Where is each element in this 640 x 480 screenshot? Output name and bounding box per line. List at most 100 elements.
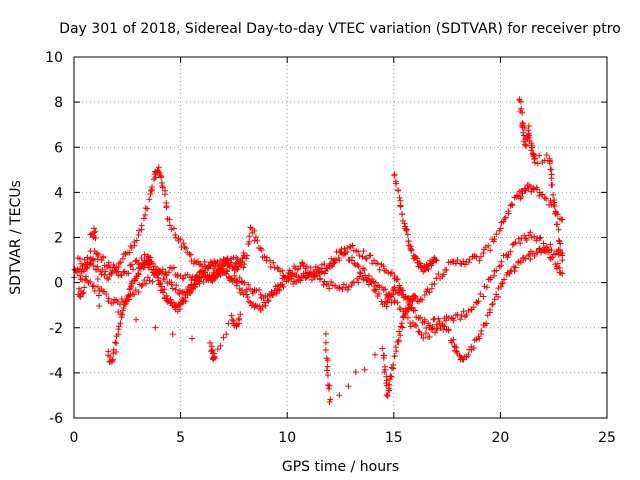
data-point (516, 96, 523, 103)
data-point (395, 337, 402, 344)
data-point (237, 259, 244, 266)
data-point (237, 311, 244, 318)
data-point (143, 280, 150, 287)
data-point (493, 267, 500, 274)
data-point (236, 274, 243, 281)
data-point (355, 279, 362, 286)
data-point (500, 218, 507, 225)
data-point (172, 286, 179, 293)
y-tick-label: -4 (49, 366, 63, 382)
data-point (114, 268, 121, 275)
data-point (76, 272, 83, 279)
data-point (519, 109, 526, 116)
data-point (170, 225, 177, 232)
data-point (208, 343, 215, 350)
data-point (362, 255, 369, 262)
data-point (245, 281, 252, 288)
data-point (252, 234, 259, 241)
data-point (186, 289, 193, 296)
data-point (356, 269, 363, 276)
data-point (499, 280, 506, 287)
data-point (413, 322, 420, 329)
data-point (466, 259, 473, 266)
y-tick-label: -2 (49, 321, 63, 337)
data-point (112, 339, 119, 346)
data-point (355, 248, 362, 255)
data-point (549, 254, 556, 261)
data-point (323, 367, 330, 374)
data-point (273, 290, 280, 297)
data-point (321, 260, 328, 267)
data-point (138, 282, 145, 289)
data-point (166, 216, 173, 223)
data-point (483, 320, 490, 327)
data-point (448, 339, 455, 346)
data-point (140, 215, 147, 222)
data-point (480, 250, 487, 257)
data-point (109, 356, 116, 363)
data-point (125, 292, 132, 299)
data-point (531, 252, 538, 259)
data-point (491, 236, 498, 243)
axis-ticks: 0 5 10 15 20 25 -6 -4 -2 0 2 4 6 8 10 (45, 50, 616, 446)
data-point (257, 291, 264, 298)
data-point (92, 228, 99, 235)
data-point (391, 353, 398, 360)
data-point (541, 194, 548, 201)
data-point (522, 142, 529, 149)
y-tick-label: 10 (45, 50, 63, 66)
data-point (421, 316, 428, 323)
data-point (489, 301, 496, 308)
data-point (476, 257, 483, 264)
data-point (507, 248, 514, 255)
data-point (336, 284, 343, 291)
data-point (119, 307, 126, 314)
data-point (182, 245, 189, 252)
data-point (223, 331, 230, 338)
data-point (537, 234, 544, 241)
data-point (356, 252, 363, 259)
data-point (81, 267, 88, 274)
data-point (236, 316, 243, 323)
data-point (105, 259, 112, 266)
data-point (386, 387, 393, 394)
data-point (509, 241, 516, 248)
data-point (489, 300, 496, 307)
data-point (180, 275, 187, 282)
data-point (380, 354, 387, 361)
data-point (119, 255, 126, 262)
data-point (76, 255, 83, 262)
data-point (372, 351, 379, 358)
data-point (493, 231, 500, 238)
data-point (133, 316, 140, 323)
data-point (256, 286, 263, 293)
data-point (375, 290, 382, 297)
data-point (495, 285, 502, 292)
data-point (94, 275, 101, 282)
data-point (399, 287, 406, 294)
data-point (93, 251, 100, 258)
data-point (241, 279, 248, 286)
data-point (170, 299, 177, 306)
data-point (176, 306, 183, 313)
data-point (426, 289, 433, 296)
data-point (502, 214, 509, 221)
data-point (525, 122, 532, 129)
data-point (108, 269, 115, 276)
data-point (531, 155, 538, 162)
data-point (371, 257, 378, 264)
data-point (555, 237, 562, 244)
data-point (126, 293, 133, 300)
data-point (264, 297, 271, 304)
data-point (388, 269, 395, 276)
data-point (294, 266, 301, 273)
data-point (371, 283, 378, 290)
data-point (545, 249, 552, 256)
data-point (390, 291, 397, 298)
data-point (234, 266, 241, 273)
data-point (173, 282, 180, 289)
data-point (460, 258, 467, 265)
data-point (254, 237, 261, 244)
data-point (105, 276, 112, 283)
data-point (266, 257, 273, 264)
